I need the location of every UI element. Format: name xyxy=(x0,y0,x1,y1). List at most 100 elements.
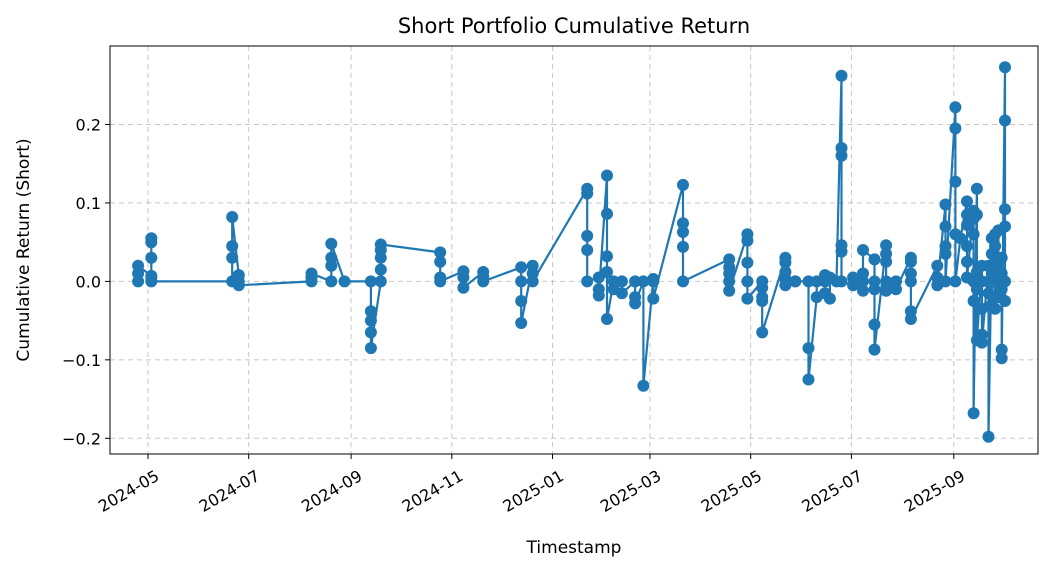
data-point xyxy=(434,246,447,259)
data-point xyxy=(939,247,952,260)
data-point xyxy=(949,122,962,135)
data-point xyxy=(989,275,1002,288)
y-axis-title: Cumulative Return (Short) xyxy=(14,138,34,361)
data-point xyxy=(364,342,377,355)
data-point xyxy=(961,255,973,268)
data-point xyxy=(374,238,387,251)
y-tick-label: 0.2 xyxy=(76,115,101,134)
data-point xyxy=(434,255,447,268)
data-point xyxy=(615,275,628,288)
data-point xyxy=(515,261,528,274)
data-point xyxy=(835,149,848,162)
data-point xyxy=(677,240,689,253)
data-point xyxy=(999,275,1011,288)
data-point xyxy=(232,279,245,292)
data-point xyxy=(364,314,377,327)
data-point xyxy=(995,251,1008,264)
data-point xyxy=(880,255,893,268)
data-point xyxy=(967,295,980,307)
data-point xyxy=(723,275,736,288)
data-point xyxy=(904,255,917,268)
data-point xyxy=(457,281,470,294)
data-point xyxy=(880,275,893,288)
data-point xyxy=(802,373,815,386)
data-point xyxy=(338,275,351,288)
data-point xyxy=(999,295,1011,307)
y-tick-label: −0.1 xyxy=(62,351,101,370)
data-point xyxy=(995,352,1008,365)
y-tick-label: 0.1 xyxy=(76,194,101,213)
data-point xyxy=(615,287,628,300)
data-point xyxy=(857,267,869,280)
data-point xyxy=(601,207,613,220)
data-point xyxy=(779,279,792,292)
data-point xyxy=(145,251,158,264)
data-point xyxy=(949,175,962,188)
data-point xyxy=(325,237,338,250)
data-point xyxy=(677,226,689,238)
data-point xyxy=(939,220,952,233)
data-point xyxy=(835,275,848,288)
data-point xyxy=(810,275,823,288)
data-point xyxy=(145,232,158,245)
data-point xyxy=(880,239,893,252)
data-point xyxy=(305,267,318,280)
data-point xyxy=(325,275,338,288)
data-point xyxy=(904,313,917,325)
data-point xyxy=(741,292,754,305)
data-point xyxy=(802,275,815,288)
data-point xyxy=(226,251,239,264)
data-point xyxy=(823,292,836,305)
data-point xyxy=(647,292,660,305)
y-axis: −0.2 −0.1 0.0 0.1 0.2 xyxy=(62,115,110,448)
data-point xyxy=(989,302,1002,315)
data-point xyxy=(949,101,962,114)
data-point xyxy=(982,287,995,300)
data-point xyxy=(880,284,893,297)
data-point xyxy=(364,275,377,288)
chart-title: Short Portfolio Cumulative Return xyxy=(398,14,750,38)
data-point xyxy=(677,217,689,230)
grid xyxy=(110,46,1038,454)
data-point xyxy=(868,343,881,356)
data-point xyxy=(145,275,158,288)
data-point xyxy=(515,295,528,307)
data-point xyxy=(961,195,973,208)
data-point xyxy=(637,275,650,288)
data-point xyxy=(629,275,642,288)
data-point xyxy=(601,266,613,278)
data-point xyxy=(581,275,594,288)
data-point xyxy=(802,342,815,355)
y-tick-label: −0.2 xyxy=(62,429,101,448)
plot-area xyxy=(109,45,1039,455)
data-point xyxy=(581,187,594,200)
data-point xyxy=(741,256,754,269)
data-point xyxy=(967,228,980,241)
data-point xyxy=(954,232,967,245)
data-point xyxy=(995,343,1008,356)
data-point xyxy=(970,182,983,195)
data-point xyxy=(847,271,860,284)
data-point xyxy=(629,297,642,310)
data-point xyxy=(226,240,239,253)
data-point xyxy=(132,259,145,272)
data-point xyxy=(364,305,377,318)
data-point xyxy=(939,275,952,288)
data-point xyxy=(939,198,952,211)
data-point xyxy=(601,169,613,182)
data-point xyxy=(434,275,447,288)
data-point xyxy=(961,240,973,253)
data-point xyxy=(374,263,387,276)
data-point xyxy=(647,275,660,288)
data-point xyxy=(949,275,962,288)
data-point xyxy=(374,275,387,288)
data-point xyxy=(835,245,848,258)
x-axis-title: Timestamp xyxy=(526,538,622,558)
data-point xyxy=(364,326,377,339)
data-point xyxy=(515,317,528,329)
data-point xyxy=(857,284,869,297)
data-point xyxy=(975,336,988,349)
data-point xyxy=(890,283,902,296)
data-point xyxy=(904,275,917,288)
